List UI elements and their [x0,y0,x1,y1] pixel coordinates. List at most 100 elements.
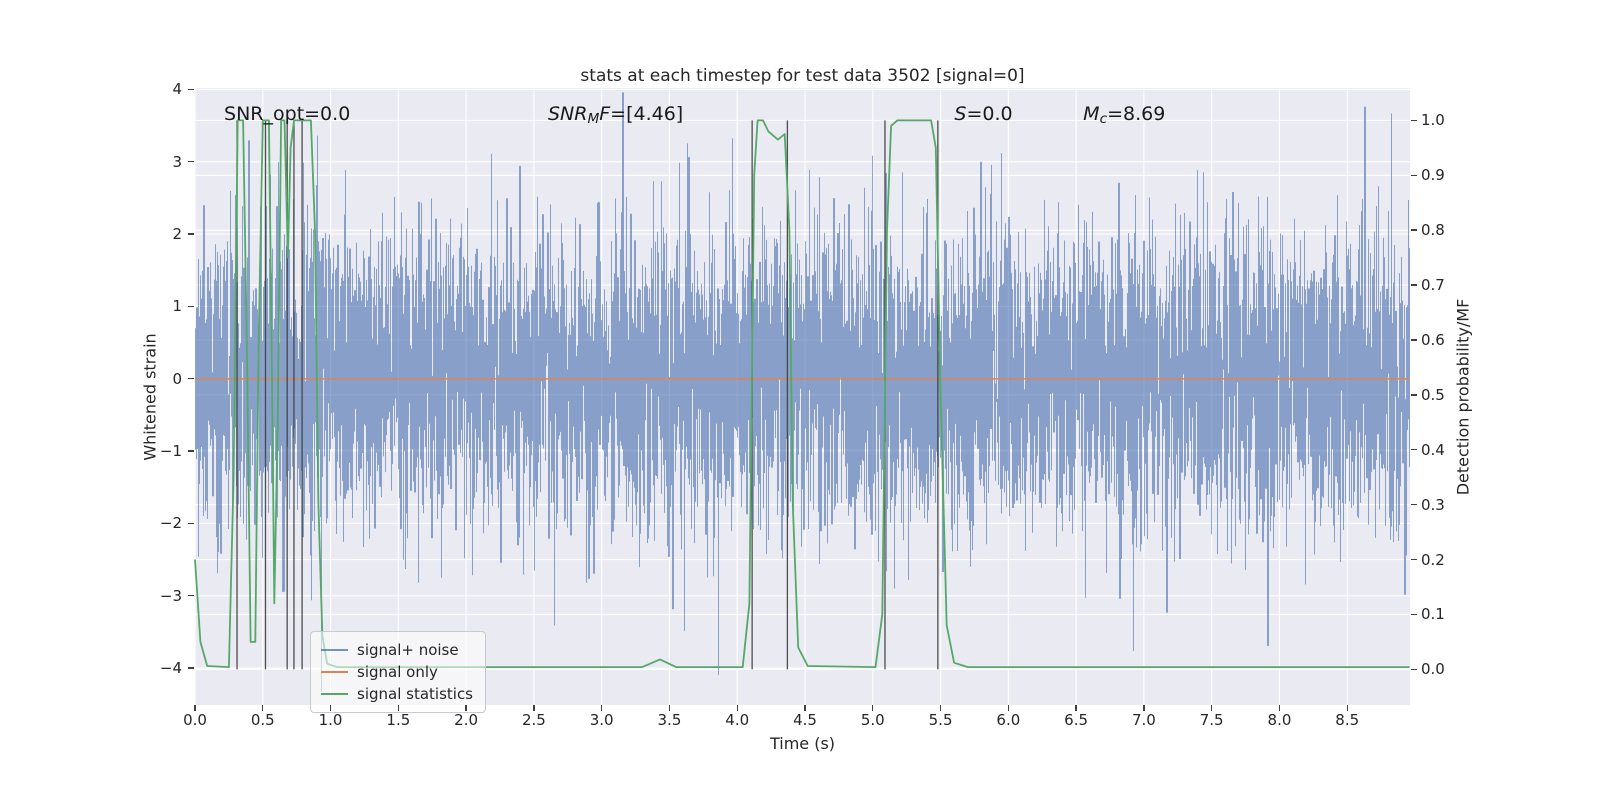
annotation-text: M [587,110,600,127]
y-axis-label-right: Detection probability/MF [1453,298,1473,496]
annotation-text: S [954,103,967,125]
y-tick-mark-right [1411,503,1417,506]
x-tick-label: 1.5 [386,711,411,729]
x-tick-label: 3.5 [657,711,682,729]
annotation-text: M [1083,103,1100,125]
annotation-snr-opt: SNR_opt=0.0 [224,103,350,125]
y-tick-label-left: 0 [172,369,182,388]
x-tick-label: 8.5 [1335,711,1360,729]
x-tick-label: 3.0 [589,711,614,729]
y-tick-label-right: 0.9 [1421,166,1445,185]
y-tick-label-right: 0.8 [1421,221,1445,240]
y-tick-label-left: −4 [159,659,182,678]
y-tick-label-left: −1 [159,442,182,461]
y-tick-label-right: 0.2 [1421,550,1445,569]
x-tick-mark [1278,705,1281,711]
x-tick-label: 4.5 [793,711,817,729]
y-tick-label-right: 0.3 [1421,495,1445,514]
annotation-text: SNR_opt=0.0 [224,103,351,125]
x-tick-mark [736,705,738,711]
x-tick-mark [397,705,400,711]
plot-canvas [194,88,1410,705]
legend-line-signal-statistics [321,692,348,696]
y-tick-label-left: 3 [172,152,182,171]
x-tick-label: 6.0 [996,711,1021,729]
y-tick-mark-left [188,667,194,669]
x-tick-label: 1.0 [318,711,343,729]
x-tick-mark [533,705,535,711]
y-tick-label-left: 4 [172,80,182,99]
x-tick-mark [465,705,467,711]
x-tick-mark [872,705,874,711]
y-tick-mark-right [1411,449,1417,451]
x-tick-label: 0.0 [183,711,207,729]
y-tick-mark-right [1411,119,1417,122]
x-tick-mark [804,705,806,711]
legend-item-signal-statistics: signal statistics [321,683,473,705]
y-tick-label-left: 2 [172,225,182,244]
chart-title: stats at each timestep for test data 350… [580,66,1025,86]
x-axis-label: Time (s) [769,734,836,753]
annotation-text: F [599,103,611,125]
legend-line-signal-only [321,670,348,674]
x-tick-mark [600,705,603,711]
x-tick-label: 2.5 [521,711,546,729]
y-tick-label-right: 0.0 [1421,660,1445,679]
annotation-snr-mf: SNRMF=[4.46] [548,103,683,127]
y-tick-mark-right [1411,394,1417,396]
y-tick-mark-right [1411,229,1417,231]
y-tick-mark-right [1411,339,1417,341]
y-tick-mark-left [188,450,194,452]
x-tick-label: 7.0 [1131,711,1156,729]
annotation-text: =[4.46] [610,103,684,125]
x-tick-mark [1075,705,1077,711]
annotation-s: S=0.0 [954,103,1012,125]
y-tick-label-right: 0.7 [1421,276,1445,295]
y-tick-mark-left [188,595,194,597]
annotation-text: =8.69 [1107,103,1166,125]
y-tick-mark-right [1411,174,1417,176]
y-tick-mark-left [188,233,194,235]
legend: signal+ noise signal only signal statist… [310,631,487,713]
x-tick-mark [329,705,332,711]
x-tick-mark [1007,705,1010,711]
x-tick-label: 2.0 [454,711,479,729]
y-tick-label-right: 0.1 [1421,605,1445,624]
x-tick-label: 5.5 [928,711,953,729]
x-tick-label: 8.0 [1267,711,1292,729]
legend-label: signal statistics [357,685,474,703]
y-tick-mark-left [188,522,194,525]
y-tick-label-left: 1 [172,297,182,316]
annotation-text: c [1099,110,1108,127]
x-tick-label: 7.5 [1199,711,1224,729]
y-tick-mark-left [188,88,194,91]
y-tick-mark-right [1411,558,1417,561]
series-signal-statistics [194,119,1410,668]
annotation-text: SNR [547,103,588,125]
x-tick-mark [1143,705,1145,711]
y-tick-mark-left [188,161,194,163]
legend-item-signal-noise: signal+ noise [321,639,473,661]
y-tick-label-right: 1.0 [1421,111,1445,130]
legend-item-signal-only: signal only [321,661,473,683]
plot-area: signal+ noise signal only signal statist… [194,88,1410,713]
annotation-text: =0.0 [966,103,1013,125]
y-tick-label-right: 0.4 [1421,440,1445,459]
y-tick-label-left: −3 [159,586,182,605]
x-tick-mark [1346,705,1348,711]
y-tick-mark-right [1411,613,1417,616]
x-tick-label: 5.0 [860,711,885,729]
x-tick-label: 0.5 [250,711,275,729]
x-tick-mark [939,705,942,711]
y-tick-mark-right [1411,284,1417,286]
legend-label: signal only [357,663,438,681]
y-tick-label-right: 0.6 [1421,330,1445,349]
annotation-mc: Mc=8.69 [1083,103,1165,127]
x-tick-mark [262,705,264,711]
x-tick-mark [668,705,671,711]
legend-label: signal+ noise [357,641,459,659]
x-tick-mark [1210,705,1213,711]
y-tick-label-left: −2 [159,514,182,533]
x-tick-label: 6.5 [1064,711,1089,729]
